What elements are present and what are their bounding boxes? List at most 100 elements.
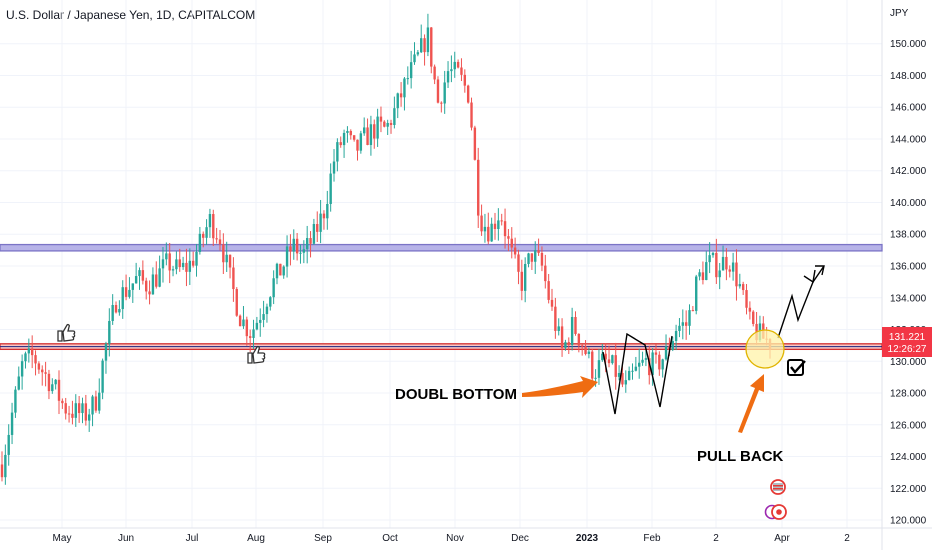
currency-label: JPY: [890, 8, 909, 19]
x-tick-label: 2: [844, 533, 850, 544]
candle-body: [54, 379, 57, 385]
x-tick-label: Oct: [382, 533, 398, 544]
candle-body: [389, 122, 393, 125]
candle-body: [570, 317, 574, 345]
chart-title: U.S. Dollar / Japanese Yen, 1D, CAPITALC…: [6, 8, 256, 22]
time-axis[interactable]: May Jun Jul Aug Sep Oct Nov Dec 2023 Feb 2 Apr 2: [53, 533, 851, 544]
candle-body: [487, 226, 490, 242]
candle-body: [587, 351, 591, 354]
y-tick-label: 146.000: [890, 103, 927, 114]
candle-body: [366, 127, 369, 145]
candle-body: [440, 102, 443, 104]
checkmark-box-icon: [787, 359, 806, 376]
y-tick-label: 130.000: [890, 357, 927, 368]
candle-body: [71, 413, 74, 418]
candle-body: [188, 260, 192, 272]
candle-body: [235, 289, 238, 316]
x-tick-label: 2023: [576, 533, 599, 544]
candle-body: [302, 249, 306, 253]
candle-body: [728, 269, 731, 272]
candle-body: [477, 159, 480, 216]
candle-body: [363, 127, 366, 134]
doubl-bottom-arrow: [522, 376, 598, 398]
candle-body: [416, 52, 420, 55]
candle-body: [591, 351, 594, 379]
candle-body: [148, 291, 151, 295]
x-tick-label: Dec: [511, 533, 529, 544]
candle-body: [450, 69, 453, 72]
candle-body: [369, 124, 373, 145]
candle-body: [252, 329, 255, 338]
double-bottom-pattern: [602, 332, 673, 415]
candle-body: [577, 333, 581, 346]
candle-body: [413, 54, 416, 63]
candle-body: [480, 215, 483, 232]
candle-body: [705, 262, 708, 281]
drawings: DOUBL BOTTOM PULL BACK: [57, 265, 825, 520]
candle-body: [326, 203, 329, 219]
candle-body: [245, 319, 249, 337]
candle-body: [507, 236, 510, 239]
candle-body: [403, 78, 406, 98]
candle-body: [527, 253, 530, 264]
candle-body: [711, 252, 715, 256]
forecast-path-tip: [812, 265, 825, 283]
candle-body: [131, 283, 134, 290]
candle-body: [295, 238, 299, 254]
x-tick-label: Nov: [446, 533, 464, 544]
forecast-path: [777, 281, 814, 339]
candle-body: [0, 464, 4, 478]
candle-body: [316, 224, 319, 232]
x-tick-label: Apr: [774, 533, 790, 544]
price-tag-value: 131.221: [889, 332, 926, 343]
candle-body: [426, 27, 430, 53]
candle-body: [17, 376, 20, 390]
candle-body: [634, 366, 638, 371]
candle-body: [24, 353, 27, 362]
candle-body: [721, 256, 725, 271]
candle-body: [654, 352, 658, 355]
candle-body: [748, 307, 752, 312]
candle-body: [238, 315, 242, 327]
price-tag-countdown: 12:26:27: [888, 344, 927, 355]
candle-body: [564, 342, 567, 348]
candle-body: [346, 130, 349, 133]
resistance-zone: [0, 243, 883, 252]
candle-body: [698, 272, 701, 277]
candle-body: [111, 305, 114, 321]
candle-body: [393, 108, 396, 125]
candle-body: [376, 116, 379, 139]
candle-body: [463, 74, 467, 86]
candle-body: [624, 380, 627, 385]
candle-body: [594, 377, 597, 379]
candle-body: [420, 38, 423, 53]
candle-body: [638, 362, 641, 367]
candle-body: [14, 389, 17, 413]
candle-body: [715, 252, 718, 278]
candle-body: [145, 280, 148, 292]
candle-body: [483, 226, 487, 232]
candle-body: [158, 268, 161, 287]
candle-body: [61, 400, 64, 404]
candle-body: [725, 256, 728, 270]
x-tick-label: May: [53, 533, 72, 544]
candle-body: [557, 326, 560, 331]
x-tick-label: Jul: [186, 533, 199, 544]
candle-body: [379, 116, 383, 122]
candle-body: [309, 238, 312, 244]
candle-body: [500, 220, 503, 222]
price-axis[interactable]: 120.000 122.000 124.000 126.000 128.000 130.0…: [882, 8, 932, 527]
x-tick-label: Sep: [314, 533, 332, 544]
candle-body: [282, 266, 285, 276]
candle-body: [299, 252, 302, 254]
candle-body: [745, 290, 748, 308]
candle-body: [41, 369, 44, 373]
candle-body: [352, 135, 356, 140]
x-tick-label: 2: [713, 533, 719, 544]
candle-body: [664, 346, 668, 360]
y-tick-label: 124.000: [890, 452, 927, 463]
y-tick-label: 128.000: [890, 389, 927, 400]
flag-jp-icon: [764, 504, 787, 520]
